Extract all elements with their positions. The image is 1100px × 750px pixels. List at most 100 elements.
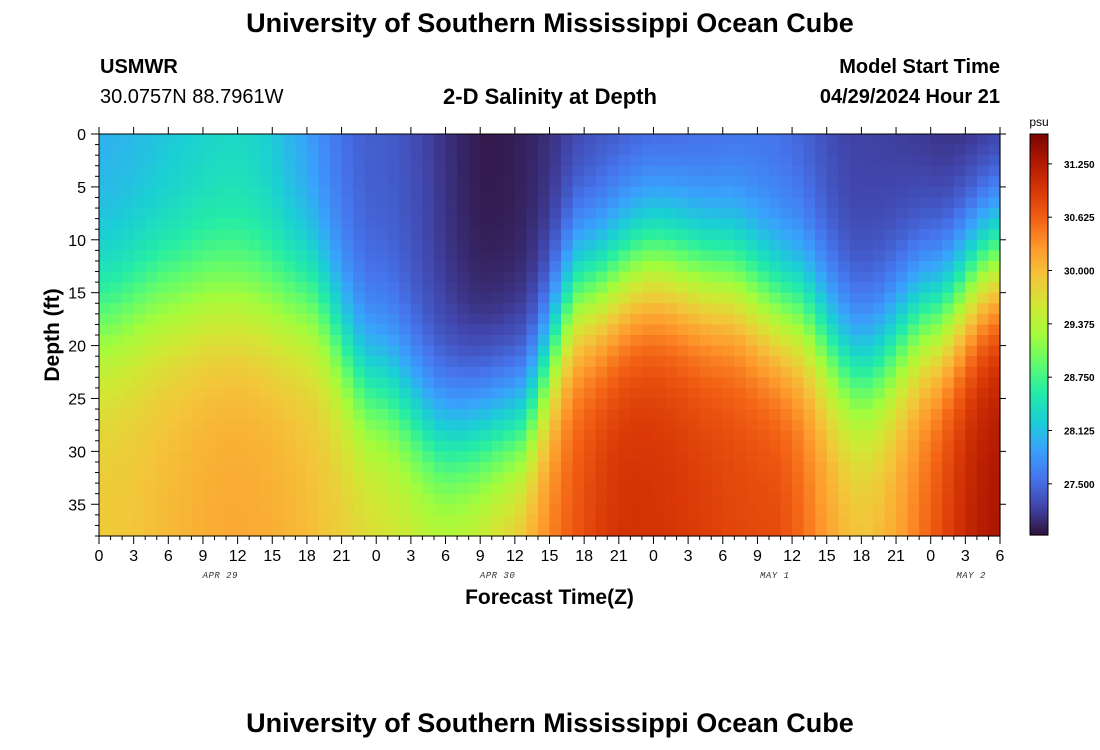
heatmap-cell (145, 208, 158, 220)
heatmap-cell (168, 292, 181, 304)
heatmap-cell (792, 292, 805, 304)
heatmap-cell (433, 313, 447, 326)
station-coordinates: 30.0757N 88.7961W (100, 86, 284, 108)
heatmap-cell (618, 313, 631, 326)
heatmap-cell (849, 504, 862, 516)
heatmap-cell (665, 197, 678, 209)
heatmap-cell (965, 303, 978, 315)
heatmap-cell (838, 419, 851, 431)
heatmap-cell (884, 377, 897, 389)
heatmap-cell (953, 303, 966, 315)
heatmap-cell (468, 260, 481, 273)
heatmap-cell (376, 440, 389, 452)
heatmap-cell (353, 430, 366, 442)
heatmap-cell (399, 472, 412, 484)
heatmap-cell (283, 324, 296, 336)
heatmap-cell (260, 493, 273, 505)
heatmap-cell (722, 366, 735, 378)
heatmap-cell (711, 345, 724, 357)
heatmap-cell (595, 155, 608, 167)
heatmap-cell (226, 514, 239, 527)
heatmap-cell (849, 218, 862, 230)
heatmap-cell (133, 451, 146, 463)
heatmap-cell (306, 271, 320, 283)
heatmap-cell (145, 377, 158, 389)
heatmap-cell (330, 208, 343, 220)
heatmap-cell (734, 155, 747, 167)
model-start-value: 04/29/2024 Hour 21 (819, 86, 1000, 108)
heatmap-cell (618, 271, 631, 283)
heatmap-cell (549, 504, 562, 516)
colorbar-swatch (1030, 154, 1048, 158)
heatmap-cell (433, 282, 447, 294)
heatmap-cell (976, 260, 990, 273)
heatmap-cell (722, 419, 735, 431)
heatmap-cell (896, 197, 909, 209)
heatmap-cell (641, 218, 655, 230)
heatmap-cell (907, 430, 920, 442)
heatmap-cell (653, 504, 666, 516)
heatmap-cell (457, 398, 470, 410)
heatmap-cell (641, 165, 655, 177)
heatmap-cell (630, 356, 643, 368)
heatmap-cell (156, 186, 169, 199)
heatmap-cell (99, 186, 112, 199)
heatmap-cell (399, 303, 412, 315)
heatmap-cell (457, 356, 470, 368)
heatmap-cell (491, 218, 504, 230)
colorbar-swatch (1030, 474, 1048, 479)
heatmap-cell (410, 525, 424, 537)
heatmap-cell (110, 260, 123, 273)
heatmap-cell (145, 472, 158, 484)
heatmap-cell (792, 335, 805, 347)
heatmap-cell (849, 440, 862, 452)
heatmap-cell (295, 440, 308, 452)
heatmap-cell (480, 134, 493, 146)
heatmap-cell (399, 292, 412, 304)
heatmap-cell (792, 271, 805, 283)
heatmap-cell (364, 483, 377, 495)
heatmap-cell (826, 366, 839, 378)
heatmap-cell (919, 335, 932, 347)
heatmap-cell (156, 377, 169, 389)
heatmap-cell (122, 504, 135, 516)
heatmap-cell (387, 483, 400, 495)
x-tick-label: 0 (926, 548, 935, 565)
heatmap-cell (99, 144, 112, 156)
heatmap-cell (330, 356, 343, 368)
colorbar-swatch (1030, 511, 1048, 516)
heatmap-cell (711, 430, 724, 442)
heatmap-cell (930, 366, 943, 378)
heatmap-cell (699, 186, 712, 199)
heatmap-cell (792, 208, 805, 220)
heatmap-cell (353, 377, 366, 389)
heatmap-cell (99, 377, 112, 389)
heatmap-cell (757, 504, 770, 516)
heatmap-cell (607, 197, 620, 209)
heatmap-cell (803, 144, 816, 156)
heatmap-cell (653, 218, 666, 230)
heatmap-cell (399, 525, 412, 537)
heatmap-cell (99, 250, 112, 262)
heatmap-cell (457, 409, 470, 421)
heatmap-cell (133, 176, 146, 188)
heatmap-cell (988, 313, 1001, 326)
heatmap-cell (780, 387, 793, 400)
heatmap-cell (676, 282, 689, 294)
heatmap-cell (722, 155, 735, 167)
heatmap-cell (480, 218, 493, 230)
colorbar-swatch (1030, 501, 1048, 506)
heatmap-cell (376, 134, 389, 146)
heatmap-cell (330, 398, 343, 410)
heatmap-cell (433, 356, 447, 368)
heatmap-cell (653, 483, 666, 495)
heatmap-cell (214, 514, 227, 527)
heatmap-cell (561, 377, 574, 389)
heatmap-cell (584, 387, 597, 400)
heatmap-cell (156, 229, 169, 241)
heatmap-cell (491, 176, 504, 188)
heatmap-cell (387, 260, 400, 273)
heatmap-cell (353, 493, 366, 505)
heatmap-cell (780, 144, 793, 156)
colorbar-label: 30.000 (1064, 267, 1095, 278)
